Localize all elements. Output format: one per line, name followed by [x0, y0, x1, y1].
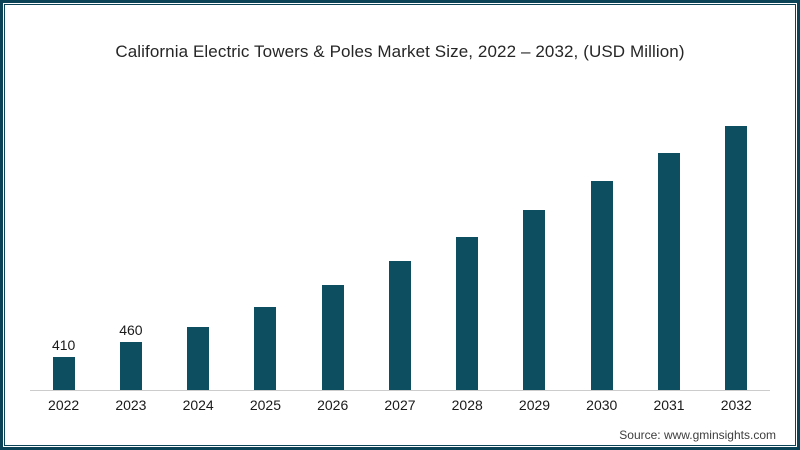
bar: [456, 237, 479, 390]
bar-column: [299, 265, 366, 390]
x-tick-label: 2022: [48, 397, 80, 413]
x-axis: 2022 2023 2024 2025 2026 2027 2028 2029 2030 2031…: [30, 397, 770, 413]
bar-column: [165, 307, 232, 390]
plot-area: 410 460: [30, 100, 770, 391]
bar-column: [568, 161, 635, 390]
chart-title: California Electric Towers & Poles Marke…: [115, 42, 685, 61]
bar: [119, 342, 142, 390]
x-tick-label: 2028: [451, 397, 483, 413]
bar-column: [366, 241, 433, 390]
bar: [187, 327, 210, 390]
x-tick-label: 2024: [182, 397, 214, 413]
bar-column: 410: [30, 337, 97, 390]
bar: [725, 126, 748, 390]
bar: [321, 285, 344, 390]
bar-column: [635, 133, 702, 390]
bar-column: [434, 217, 501, 390]
bar-value-label: 460: [119, 322, 143, 338]
x-tick-label: 2023: [115, 397, 147, 413]
x-tick-label: 2031: [653, 397, 685, 413]
bar: [388, 261, 411, 390]
bar: [254, 307, 277, 390]
bar-column: [501, 190, 568, 390]
bar: [52, 357, 75, 390]
bar-column: 460: [97, 322, 164, 390]
bar: [658, 153, 681, 390]
x-tick-label: 2029: [518, 397, 551, 413]
bar: [590, 181, 613, 390]
bar-value-label: 410: [51, 337, 76, 353]
x-tick-label: 2030: [586, 397, 618, 413]
x-tick-label: 2027: [384, 397, 416, 413]
bar-column: [703, 106, 770, 390]
x-tick-label: 2032: [720, 397, 752, 413]
bar-column: [232, 287, 299, 390]
x-tick-label: 2025: [249, 397, 281, 413]
source-credit: Source: www.gminsights.com: [619, 428, 776, 442]
bar: [523, 210, 546, 390]
x-tick-label: 2026: [317, 397, 349, 413]
